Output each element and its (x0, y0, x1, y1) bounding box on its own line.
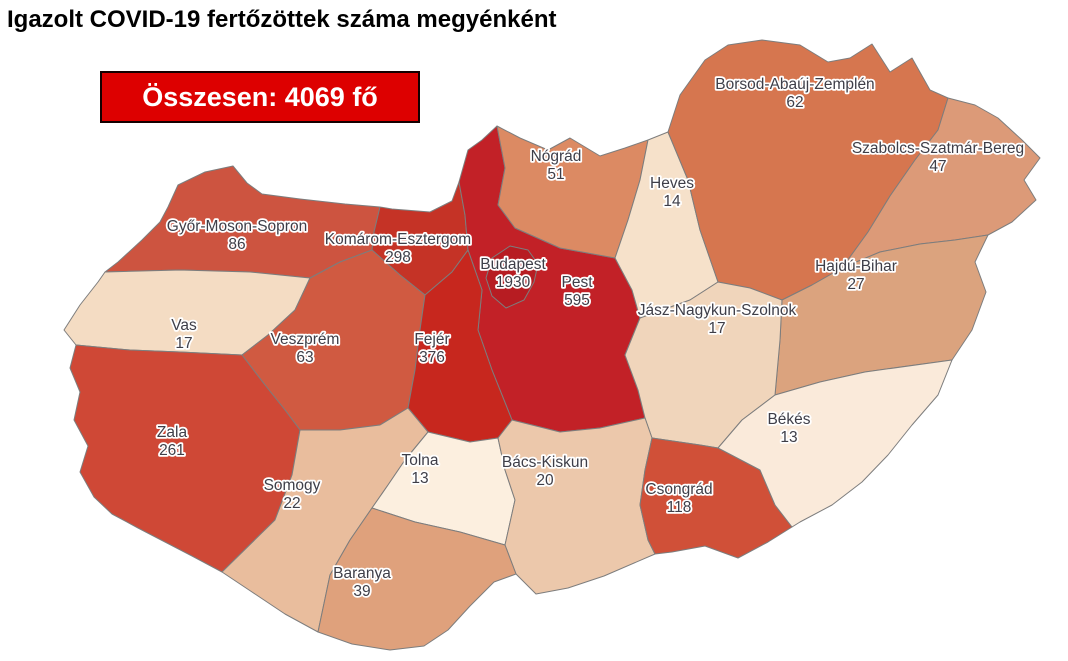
county-label-nograd: Nógrád (531, 148, 582, 165)
county-value-somogy: 22 (283, 495, 300, 512)
county-label-bacs-kiskun: Bács-Kiskun (502, 454, 588, 471)
county-label-szabolcs-szatmar-bereg: Szabolcs-Szatmár-Bereg (852, 140, 1024, 157)
county-label-csongrad: Csongrád (645, 481, 712, 498)
county-value-szabolcs-szatmar-bereg: 47 (929, 158, 946, 175)
county-label-pest: Pest (561, 274, 593, 291)
county-value-komarom-esztergom: 298 (385, 249, 411, 266)
county-value-budapest: 1930 (496, 274, 531, 291)
county-label-jasz-nagykun-szolnok: Jász-Nagykun-Szolnok (638, 302, 797, 319)
county-value-tolna: 13 (411, 470, 428, 487)
county-label-komarom-esztergom: Komárom-Esztergom (325, 231, 471, 248)
county-value-fejer: 376 (419, 349, 445, 366)
county-label-hajdu-bihar: Hajdú-Bihar (815, 258, 897, 275)
county-label-borsod-abauj-zemplen: Borsod-Abaúj-Zemplén (715, 76, 874, 93)
county-label-veszprem: Veszprém (271, 331, 340, 348)
total-badge-label: Összesen: 4069 fő (142, 81, 378, 112)
county-label-budapest: Budapest (480, 256, 546, 273)
county-value-nograd: 51 (547, 166, 564, 183)
county-value-csongrad: 118 (667, 499, 692, 516)
county-shape-budapest (485, 245, 539, 309)
county-shape-bacs-kiskun (497, 417, 656, 595)
county-shape-bekes (717, 359, 953, 528)
county-value-bacs-kiskun: 20 (536, 472, 554, 489)
county-value-pest: 595 (564, 292, 590, 309)
county-label-gyor-moson-sopron: Győr-Moson-Sopron (167, 218, 307, 235)
county-label-heves: Heves (650, 175, 694, 192)
county-label-fejer: Fejér (414, 331, 449, 348)
county-shape-baranya (317, 507, 517, 651)
county-value-borsod-abauj-zemplen: 62 (786, 94, 803, 111)
county-value-vas: 17 (175, 335, 192, 352)
county-label-somogy: Somogy (264, 477, 321, 494)
county-value-hajdu-bihar: 27 (847, 276, 864, 293)
county-label-vas: Vas (171, 317, 197, 334)
county-value-zala: 261 (159, 442, 185, 459)
county-value-heves: 14 (663, 193, 681, 210)
county-label-tolna: Tolna (401, 452, 438, 469)
county-value-baranya: 39 (353, 583, 370, 600)
page-title: Igazolt COVID-19 fertőzöttek száma megyé… (7, 6, 557, 33)
county-value-veszprem: 63 (296, 349, 313, 366)
county-shape-zala (69, 344, 301, 573)
county-value-bekes: 13 (780, 429, 797, 446)
county-label-baranya: Baranya (333, 565, 391, 582)
county-label-bekes: Békés (767, 411, 810, 428)
county-value-jasz-nagykun-szolnok: 17 (708, 320, 725, 337)
county-value-gyor-moson-sopron: 86 (228, 236, 245, 253)
county-label-zala: Zala (157, 424, 188, 441)
total-badge: Összesen: 4069 fő (100, 71, 420, 123)
